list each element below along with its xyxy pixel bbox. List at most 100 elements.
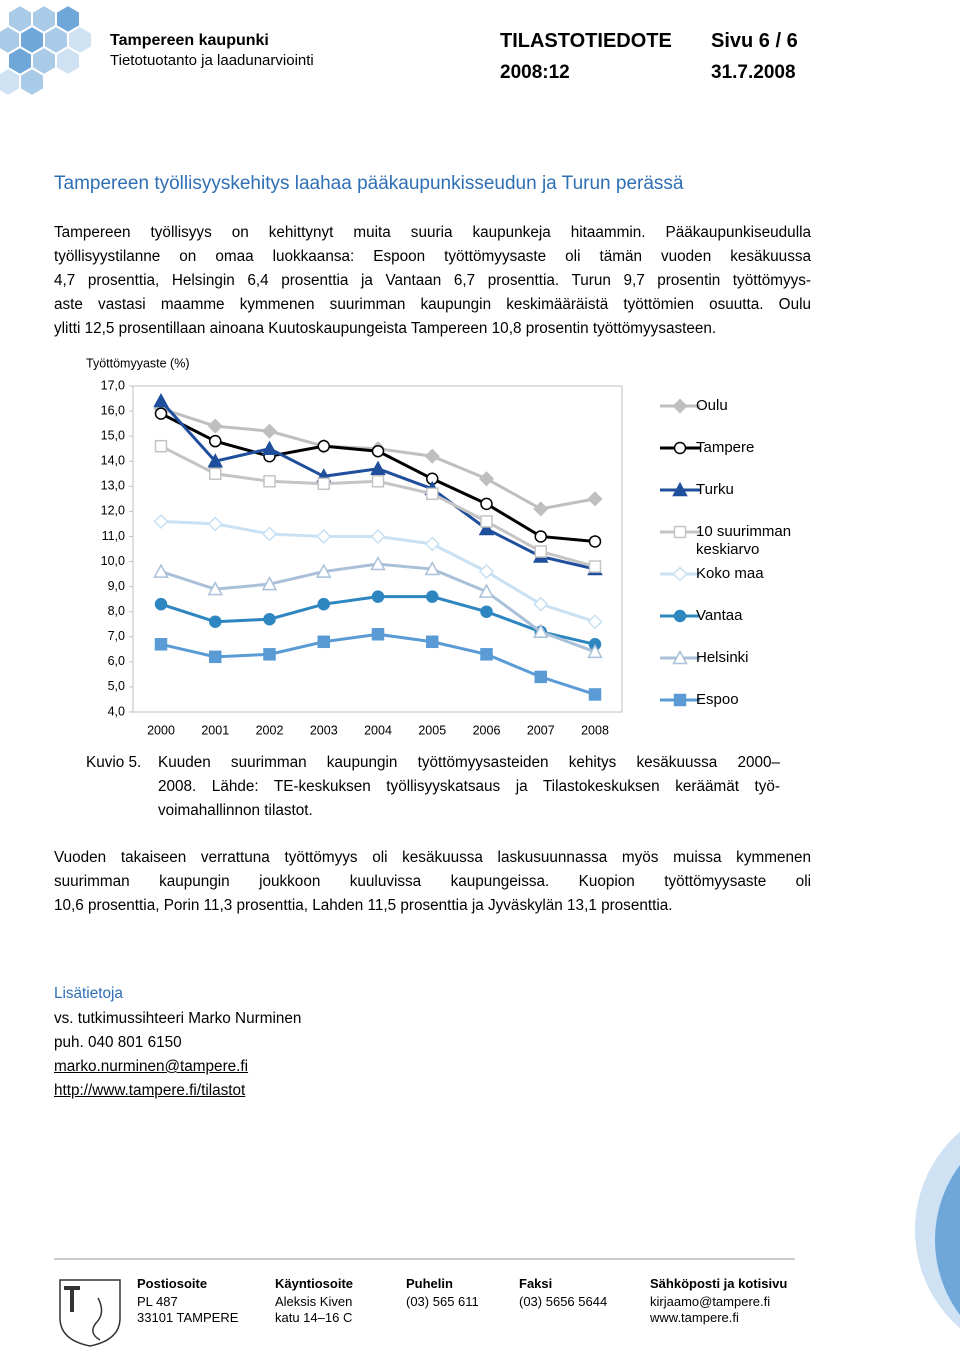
marker: [478, 583, 495, 598]
y-tick-label: 17,0: [101, 378, 125, 392]
marker: [426, 487, 439, 501]
text-line: 4,7 prosenttia, Helsingin 6,4 prosenttia…: [54, 272, 811, 289]
text-line: työllisyystilanne on omaa luokkaansa: Es…: [54, 248, 811, 265]
footer-line: Aleksis Kiven: [275, 1294, 353, 1309]
marker: [672, 649, 688, 665]
y-tick-label: 10,0: [101, 554, 125, 568]
marker: [209, 650, 222, 664]
marker: [587, 643, 603, 659]
text-line: vs. tutkimussihteeri Marko Nurminen: [54, 1010, 302, 1027]
marker: [154, 638, 168, 651]
marker: [587, 491, 603, 507]
page-number: Sivu 6 / 6: [711, 30, 798, 52]
marker: [673, 441, 687, 455]
marker: [480, 605, 493, 618]
marker: [480, 497, 493, 511]
text-line: puh. 040 801 6150: [54, 1034, 182, 1051]
marker: [673, 609, 687, 623]
marker: [672, 481, 688, 497]
x-tick-label: 2003: [310, 723, 338, 737]
marker: [673, 525, 687, 539]
marker: [317, 477, 330, 491]
email-link[interactable]: marko.nurminen@tampere.fi: [54, 1058, 249, 1075]
unit: Tietotuotanto ja laadunarviointi: [110, 52, 314, 69]
logo: [0, 3, 93, 98]
text-line: Kuuden suurimman kaupungin työttömyysast…: [158, 754, 780, 771]
series: [153, 555, 603, 659]
paragraph: Vuoden takaiseen verrattuna työttömyys o…: [54, 846, 811, 918]
title: Tampereen työllisyyskehitys laahaa pääka…: [54, 173, 684, 194]
marker: [424, 448, 440, 464]
marker: [426, 635, 439, 649]
footer-line: katu 14–16 C: [275, 1310, 353, 1325]
marker: [154, 597, 168, 611]
footer-heading: Käyntiosoite: [275, 1276, 354, 1291]
marker: [153, 563, 169, 578]
series: [153, 513, 603, 630]
marker: [534, 545, 547, 558]
footer-line: www.tampere.fi: [650, 1310, 739, 1325]
chart-title: Työttömyyaste (%): [86, 356, 190, 370]
marker: [588, 560, 602, 573]
y-tick-label: 7,0: [108, 629, 125, 643]
doc-type: TILASTOTIEDOTE: [500, 30, 672, 52]
y-tick-label: 4,0: [108, 704, 125, 718]
marker: [672, 566, 688, 582]
x-tick-label: 2004: [364, 723, 392, 737]
marker: [480, 515, 493, 528]
footer-line: (03) 5656 5644: [519, 1294, 608, 1309]
marker: [424, 536, 440, 552]
marker: [534, 670, 547, 684]
x-tick-label: 2006: [473, 723, 501, 737]
marker: [370, 460, 386, 476]
marker: [371, 444, 385, 458]
contact: vs. tutkimussihteeri Marko Nurminen puh. …: [54, 1007, 301, 1055]
y-tick-label: 11,0: [102, 529, 125, 543]
y-tick-label: 6,0: [108, 654, 125, 668]
text-line: 10,6 prosenttia, Porin 11,3 prosenttia, …: [54, 897, 673, 914]
y-tick-label: 15,0: [101, 428, 125, 442]
doc-date: 31.7.2008: [711, 62, 796, 83]
marker: [478, 564, 495, 580]
chart: Työttömyyaste (%) 17,0 16,0 15,0 14,0 13,0 12…: [86, 356, 700, 737]
x-tick-label: 2008: [581, 723, 609, 737]
marker: [263, 475, 276, 488]
legend-label: Turku: [696, 481, 734, 498]
x-tick-label: 2000: [147, 723, 175, 737]
series: [154, 628, 602, 701]
marker: [315, 563, 332, 578]
marker: [370, 528, 386, 545]
marker: [207, 418, 223, 434]
url-link[interactable]: http://www.tampere.fi/tilastot: [54, 1082, 246, 1099]
marker: [534, 530, 547, 543]
legend-label: 10 suurimman keskiarvo: [696, 523, 792, 558]
marker: [588, 688, 602, 701]
footer-heading: Puhelin: [406, 1276, 453, 1291]
text-line: Vuoden takaiseen verrattuna työttömyys o…: [54, 849, 811, 866]
caption-label-text: Kuvio 5.: [86, 754, 142, 771]
text-line: 2008. Lähde: TE-keskuksen työllisyyskats…: [158, 778, 780, 795]
x-tick-label: 2005: [418, 723, 446, 737]
marker: [533, 596, 549, 612]
x-tick-label: 2001: [201, 723, 229, 737]
marker: [588, 535, 602, 548]
marker: [371, 590, 385, 603]
contact-links: marko.nurminen@tampere.fi http://www.tam…: [54, 1055, 248, 1103]
marker: [424, 560, 441, 576]
text-line: suurimman kaupungin joukkoon kuuluvissa …: [54, 873, 811, 890]
marker: [207, 581, 224, 596]
y-tick-label: 14,0: [101, 454, 125, 468]
caption: Kuuden suurimman kaupungin työttömyysast…: [158, 751, 780, 823]
marker: [261, 423, 278, 439]
footer-heading: Faksi: [519, 1276, 553, 1291]
series: [154, 590, 602, 651]
marker: [370, 555, 386, 571]
footer-heading: Sähköposti ja kotisivu: [650, 1276, 788, 1291]
footer-line: (03) 565 611: [406, 1294, 479, 1309]
marker: [587, 614, 603, 630]
text-line: ylitti 12,5 prosentillaan ainoana Kuutos…: [54, 320, 717, 337]
doc-number: 2008:12: [500, 62, 570, 83]
y-tick-label: 5,0: [108, 679, 125, 693]
footer-line: 33101 TAMPERE: [137, 1310, 239, 1325]
